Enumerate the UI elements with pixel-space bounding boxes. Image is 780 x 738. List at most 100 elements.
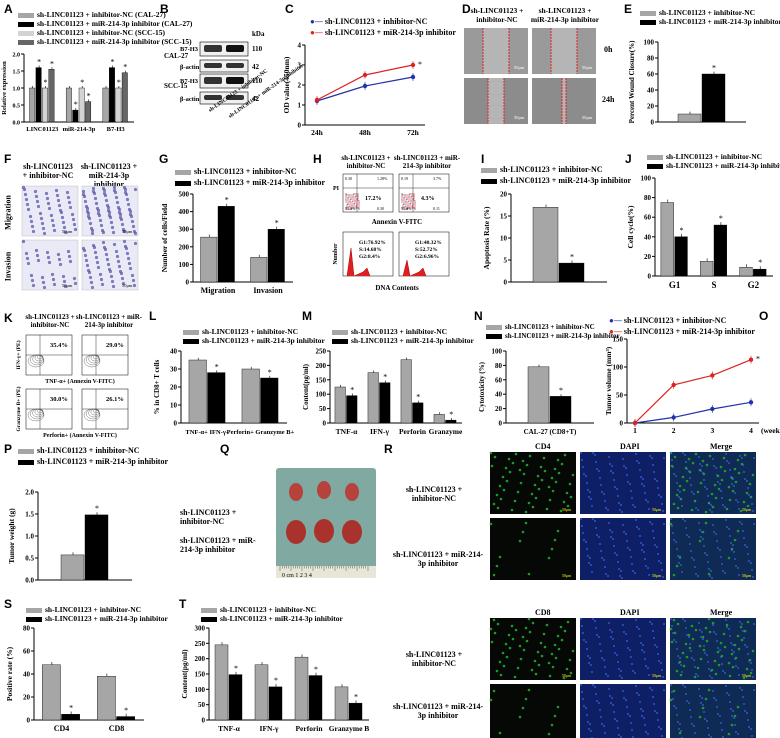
positive-cell — [675, 564, 679, 568]
stained-cell — [88, 275, 93, 280]
event-dot — [414, 206, 416, 208]
nucleus — [737, 667, 739, 669]
bar — [42, 87, 48, 123]
event-dot — [410, 200, 412, 202]
nucleus — [693, 725, 695, 727]
y-tick-label: 60 — [495, 376, 503, 384]
event-dot — [405, 203, 407, 205]
positive-cell — [727, 556, 731, 560]
x-tick-label: 2 — [672, 426, 676, 435]
nucleus — [684, 520, 686, 522]
nucleus — [631, 563, 633, 565]
stained-cell — [113, 190, 118, 195]
nucleus — [648, 674, 650, 676]
panel-g: G sh-LINC01123 + inhibitor-NC sh-LINC011… — [155, 150, 325, 300]
stained-cell — [122, 239, 127, 244]
event-dot — [401, 193, 403, 195]
significance-mark: * — [570, 252, 574, 261]
nucleus — [619, 675, 621, 677]
significance-mark: * — [80, 78, 84, 87]
nucleus — [717, 481, 719, 483]
nucleus — [657, 553, 659, 555]
stained-cell — [45, 196, 50, 201]
x-tick-label: 72h — [407, 128, 420, 137]
positive-cell — [714, 672, 718, 676]
nucleus — [750, 728, 752, 730]
nucleus — [721, 729, 723, 731]
nucleus — [660, 496, 662, 498]
nucleus — [685, 627, 687, 629]
significance-mark: * — [383, 373, 387, 382]
stained-cell — [111, 230, 116, 235]
positive-cell — [559, 509, 563, 513]
stained-cell — [120, 276, 125, 281]
y-tick-label: 60 — [647, 71, 655, 79]
nucleus — [656, 646, 658, 648]
event-dot — [348, 194, 350, 196]
blot-band — [204, 63, 222, 68]
nucleus — [589, 723, 591, 725]
nucleus — [618, 568, 620, 570]
transwell-image — [21, 185, 79, 237]
nucleus — [729, 469, 731, 471]
event-dot — [352, 200, 354, 202]
nucleus — [713, 697, 715, 699]
positive-cell — [739, 625, 743, 629]
legend-item: sh-LINC01123 + miR-214-3p inhibitor — [37, 457, 169, 466]
nucleus — [751, 735, 753, 737]
positive-cell — [733, 467, 737, 471]
stained-cell — [36, 258, 41, 263]
y-tick-label: 150 — [195, 671, 206, 679]
nucleus — [717, 647, 719, 649]
y-tick-label: 80 — [647, 55, 655, 63]
nucleus — [729, 701, 731, 703]
positive-cell — [553, 467, 557, 471]
nucleus — [595, 527, 597, 529]
positive-cell — [543, 645, 547, 649]
significance-mark: * — [354, 692, 358, 701]
positive-cell — [510, 508, 514, 512]
positive-cell — [490, 640, 494, 644]
positive-cell — [505, 655, 509, 659]
scale-bar-label: 50μm — [562, 573, 572, 578]
row-label: sh-LINC01123 + inhibitor-NC — [180, 508, 237, 526]
nucleus — [670, 518, 672, 520]
nucleus — [644, 724, 646, 726]
cell-line-label: CAL-27 — [164, 52, 189, 60]
positive-cell — [533, 483, 537, 487]
legend: sh-LINC01123 + inhibitor-NC sh-LINC01123… — [486, 323, 620, 341]
positive-cell — [560, 638, 564, 642]
y-tick-label: 0 — [27, 717, 31, 725]
positive-cell — [539, 641, 543, 645]
y-tick-label: 1.5 — [13, 70, 21, 76]
row-label: 0h — [604, 45, 613, 54]
nucleus — [585, 707, 587, 709]
nucleus — [673, 473, 675, 475]
bar — [433, 414, 445, 424]
nucleus — [641, 649, 643, 651]
stained-cell — [112, 185, 117, 190]
nucleus — [617, 727, 619, 729]
nucleus — [747, 553, 749, 555]
positive-cell — [531, 505, 535, 509]
fluorescence-image — [490, 684, 576, 738]
event-dot — [356, 198, 358, 200]
row-label: sh-LINC01123 + miR-214-3p inhibitor — [180, 536, 256, 554]
stained-cell — [94, 255, 99, 260]
positive-cell — [688, 646, 692, 650]
panel-label: A — [4, 2, 13, 16]
bar — [549, 396, 572, 424]
nucleus — [702, 704, 704, 706]
nucleus — [651, 623, 653, 625]
col-header: CD8 — [535, 608, 551, 617]
stained-cell — [58, 262, 63, 267]
nucleus — [725, 619, 727, 621]
nucleus — [726, 526, 728, 528]
stained-cell — [72, 276, 77, 281]
stained-cell — [41, 226, 46, 231]
y-tick-label: 0.5 — [13, 104, 21, 110]
stained-cell — [115, 200, 120, 205]
event-dot — [403, 203, 405, 205]
nucleus — [699, 695, 701, 697]
significance-mark: * — [110, 58, 114, 67]
